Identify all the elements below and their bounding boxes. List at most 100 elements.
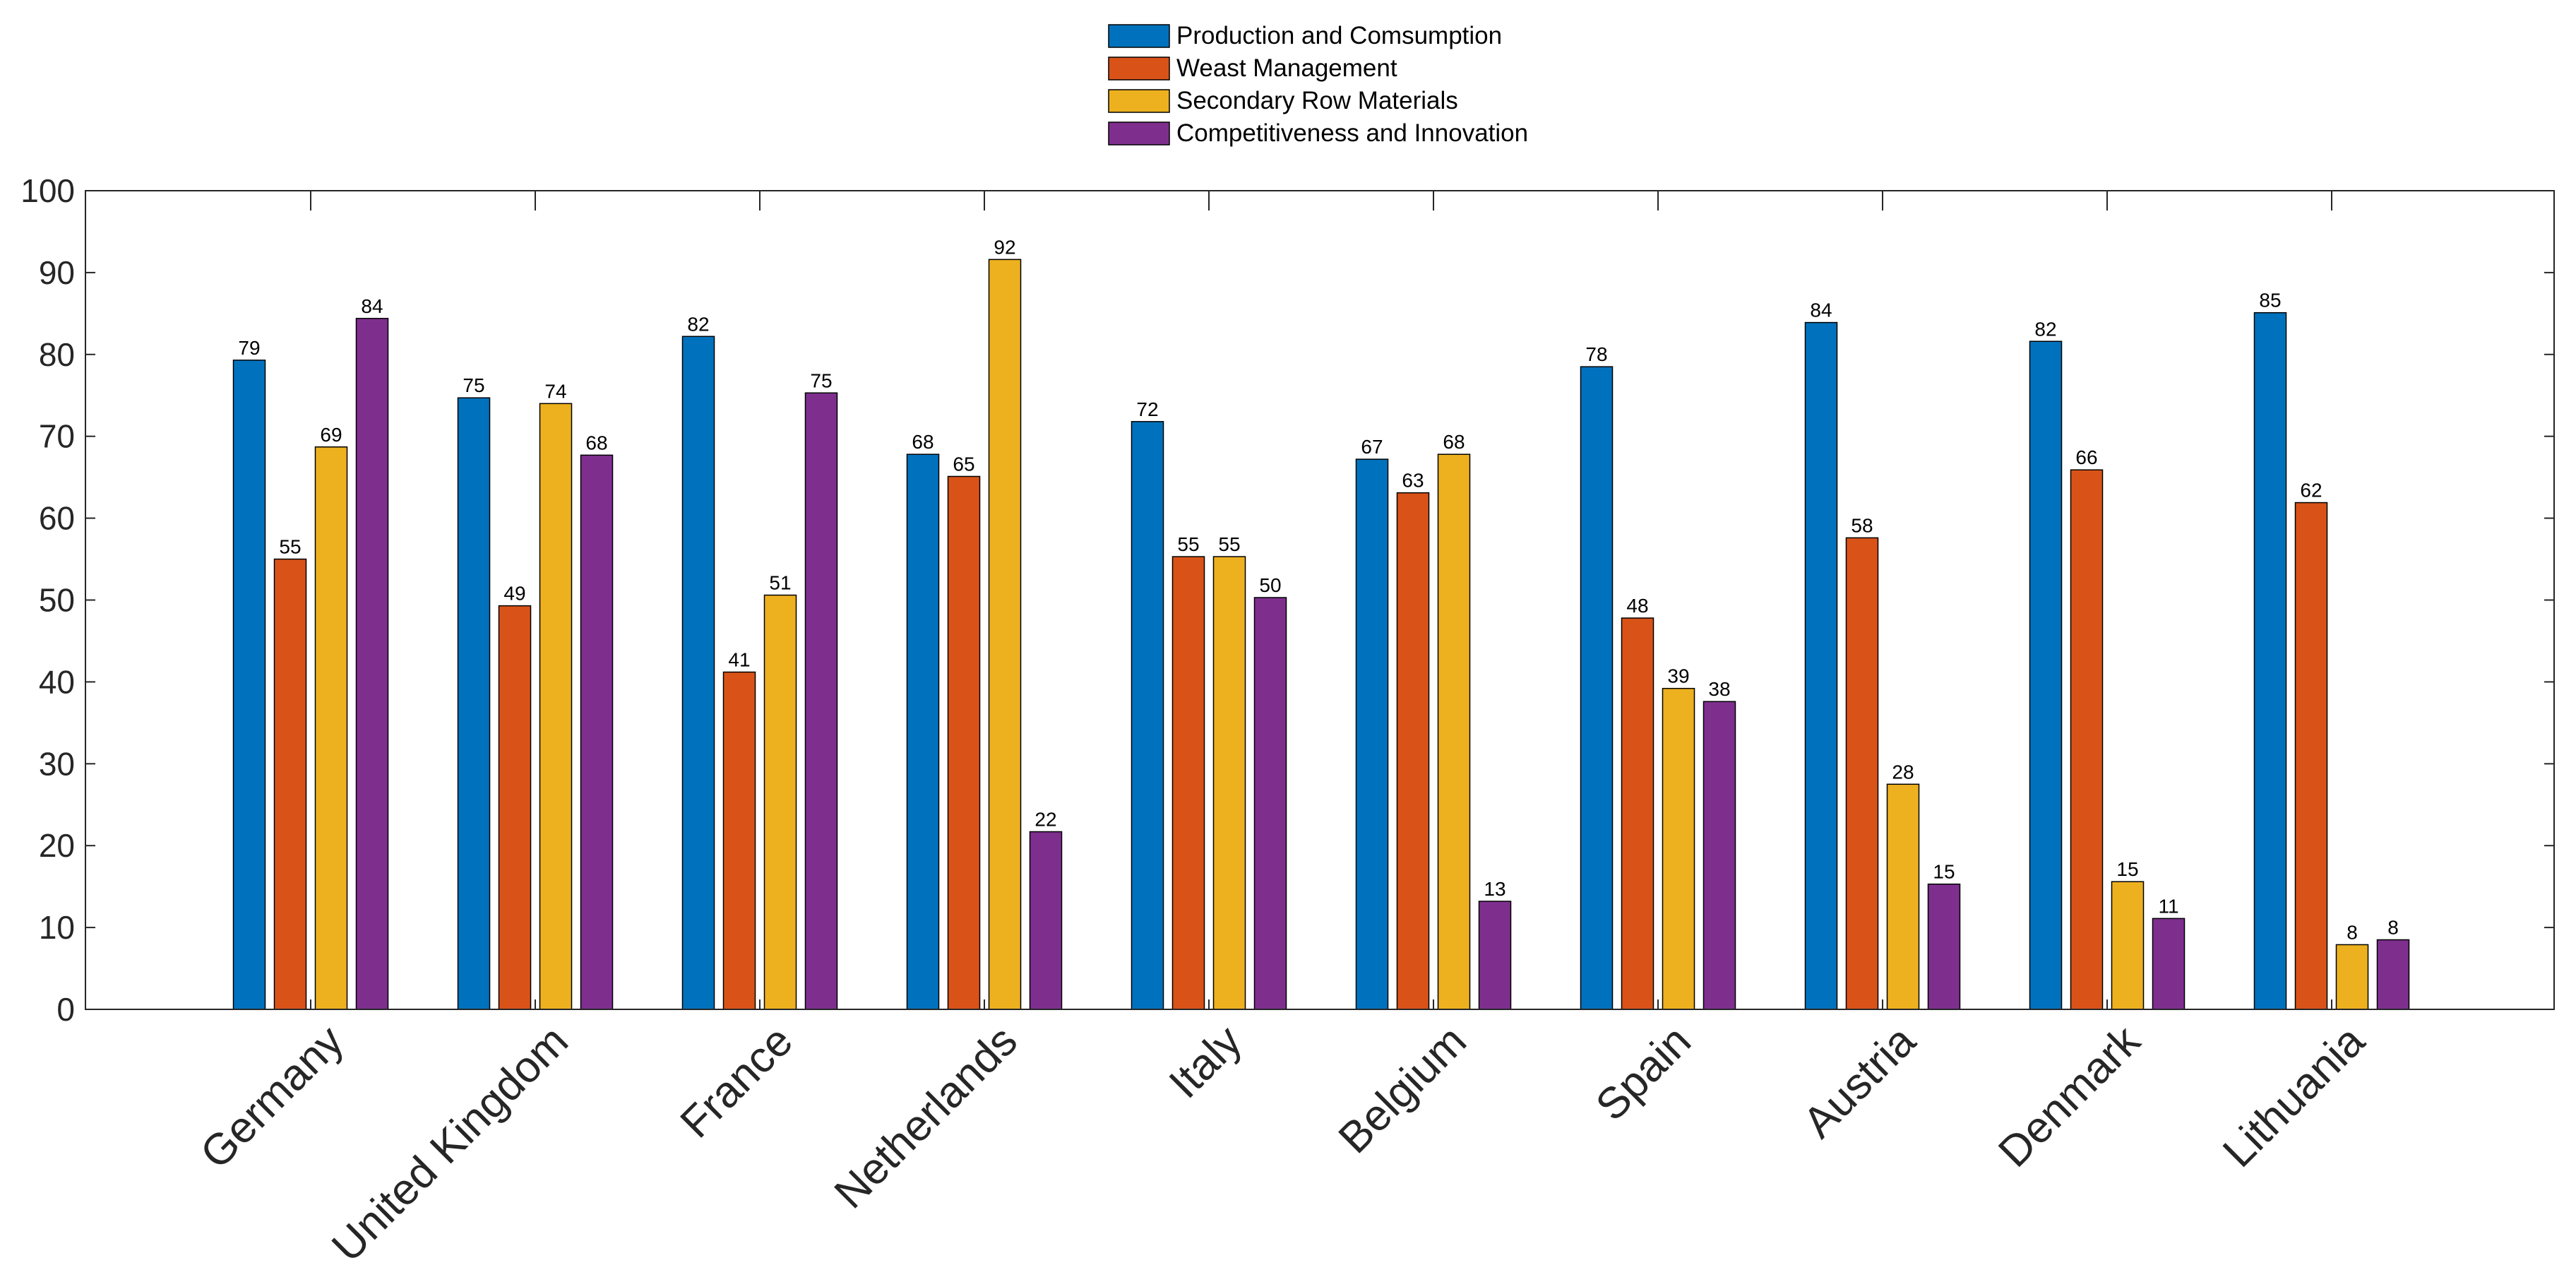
bar-belgium-competitiveness-and-innovation	[1478, 901, 1512, 1010]
bar-spain-secondary-row-materials	[1662, 687, 1695, 1010]
bar-lithuania-production-and-comsumption	[2253, 311, 2287, 1010]
data-label: 75	[463, 374, 484, 396]
data-label: 92	[994, 236, 1015, 258]
legend-label: Secondary Row Materials	[1176, 87, 1458, 114]
bar-spain-production-and-comsumption	[1580, 366, 1614, 1010]
x-category-label: Austria	[1794, 1016, 1926, 1148]
bar-italy-secondary-row-materials	[1212, 556, 1246, 1010]
data-label: 67	[1361, 436, 1383, 458]
x-category-label: France	[672, 1016, 802, 1147]
bar-germany-production-and-comsumption	[232, 360, 266, 1010]
x-category-label: Denmark	[1989, 1016, 2149, 1176]
x-category-label: Spain	[1587, 1016, 1700, 1130]
bar-italy-competitiveness-and-innovation	[1253, 597, 1287, 1010]
data-label: 28	[1892, 761, 1914, 783]
data-label: 68	[585, 432, 607, 453]
data-label: 49	[503, 583, 525, 605]
legend-label: Weast Management	[1176, 54, 1397, 82]
data-label: 78	[1585, 343, 1607, 365]
data-label: 74	[544, 380, 566, 402]
data-label: 82	[687, 313, 709, 335]
y-tick-label: 40	[39, 663, 75, 700]
x-category-label: Lithuania	[2214, 1016, 2374, 1177]
bar-italy-production-and-comsumption	[1131, 421, 1164, 1010]
y-tick-label: 50	[39, 582, 75, 619]
bar-netherlands-production-and-comsumption	[906, 453, 940, 1010]
data-label: 13	[1484, 878, 1505, 900]
data-label: 55	[279, 536, 301, 558]
data-label: 85	[2259, 290, 2281, 311]
bar-germany-competitiveness-and-innovation	[355, 318, 389, 1010]
y-tick-label: 90	[39, 254, 75, 291]
data-label: 68	[912, 431, 934, 453]
bar-united-kingdom-competitiveness-and-innovation	[580, 454, 614, 1010]
data-label: 39	[1667, 665, 1689, 687]
bar-denmark-secondary-row-materials	[2111, 881, 2145, 1010]
plot-background	[85, 191, 2554, 1009]
data-label: 48	[1626, 595, 1648, 617]
legend-label: Production and Comsumption	[1176, 22, 1502, 49]
data-label: 66	[2075, 446, 2097, 468]
bar-germany-secondary-row-materials	[314, 446, 348, 1010]
bars-layer	[232, 259, 2410, 1010]
bar-belgium-production-and-comsumption	[1355, 458, 1389, 1010]
y-tick-label: 100	[20, 172, 75, 209]
bar-lithuania-weast-management	[2294, 502, 2328, 1010]
bar-netherlands-weast-management	[947, 475, 981, 1010]
bar-italy-weast-management	[1171, 556, 1205, 1010]
x-category-label: Belgium	[1330, 1016, 1476, 1163]
bar-spain-competitiveness-and-innovation	[1703, 701, 1736, 1010]
y-tick-label: 30	[39, 745, 75, 782]
bar-denmark-production-and-comsumption	[2029, 340, 2063, 1010]
data-label: 55	[1177, 533, 1199, 555]
data-label: 79	[238, 337, 260, 359]
data-label: 69	[320, 424, 342, 446]
x-category-label: Italy	[1160, 1016, 1251, 1108]
bar-lithuania-competitiveness-and-innovation	[2376, 939, 2410, 1010]
y-tick-label: 20	[39, 827, 75, 864]
legend-swatch-secondary-row-materials	[1108, 89, 1170, 113]
bar-france-production-and-comsumption	[681, 336, 715, 1010]
data-label: 51	[769, 572, 791, 594]
data-label: 50	[1259, 574, 1281, 596]
bar-united-kingdom-weast-management	[498, 605, 532, 1010]
data-label: 68	[1443, 431, 1465, 453]
y-tick-label: 60	[39, 500, 75, 537]
bar-belgium-weast-management	[1396, 492, 1430, 1010]
data-label: 8	[2347, 921, 2358, 943]
data-label: 84	[1810, 299, 1832, 321]
bar-lithuania-secondary-row-materials	[2335, 944, 2369, 1010]
data-label: 84	[361, 295, 383, 317]
plot-frame	[85, 190, 2555, 1010]
bar-netherlands-competitiveness-and-innovation	[1029, 831, 1063, 1010]
legend-swatch-weast-management	[1108, 57, 1170, 81]
legend: Production and Comsumption Weast Manageme…	[1106, 20, 1535, 150]
data-label: 72	[1136, 398, 1158, 420]
x-category-label: United Kingdom	[323, 1016, 578, 1270]
bar-france-competitiveness-and-innovation	[804, 392, 838, 1010]
bar-united-kingdom-secondary-row-materials	[539, 403, 573, 1010]
bar-france-weast-management	[722, 671, 756, 1010]
bar-denmark-competitiveness-and-innovation	[2152, 918, 2186, 1010]
y-tick-label: 10	[39, 909, 75, 946]
bar-france-secondary-row-materials	[763, 594, 797, 1010]
data-label: 11	[2158, 895, 2178, 917]
legend-swatch-competitiveness-and-innovation	[1108, 121, 1170, 146]
legend-swatch-production-and-comsumption	[1108, 24, 1170, 48]
data-label: 55	[1218, 533, 1240, 555]
y-tick-label: 0	[56, 991, 75, 1028]
y-tick-label: 70	[39, 418, 75, 455]
legend-label: Competitiveness and Innovation	[1176, 119, 1528, 147]
bar-belgium-secondary-row-materials	[1437, 453, 1471, 1010]
bar-austria-weast-management	[1845, 537, 1879, 1010]
data-label: 58	[1851, 514, 1873, 536]
data-label: 65	[953, 453, 974, 475]
data-label: 63	[1402, 470, 1424, 492]
bar-austria-secondary-row-materials	[1886, 783, 1920, 1010]
bar-spain-weast-management	[1621, 617, 1654, 1010]
data-label: 22	[1034, 808, 1056, 830]
data-label: 38	[1708, 678, 1730, 700]
data-label: 15	[1933, 861, 1955, 883]
data-label: 15	[2116, 858, 2138, 880]
